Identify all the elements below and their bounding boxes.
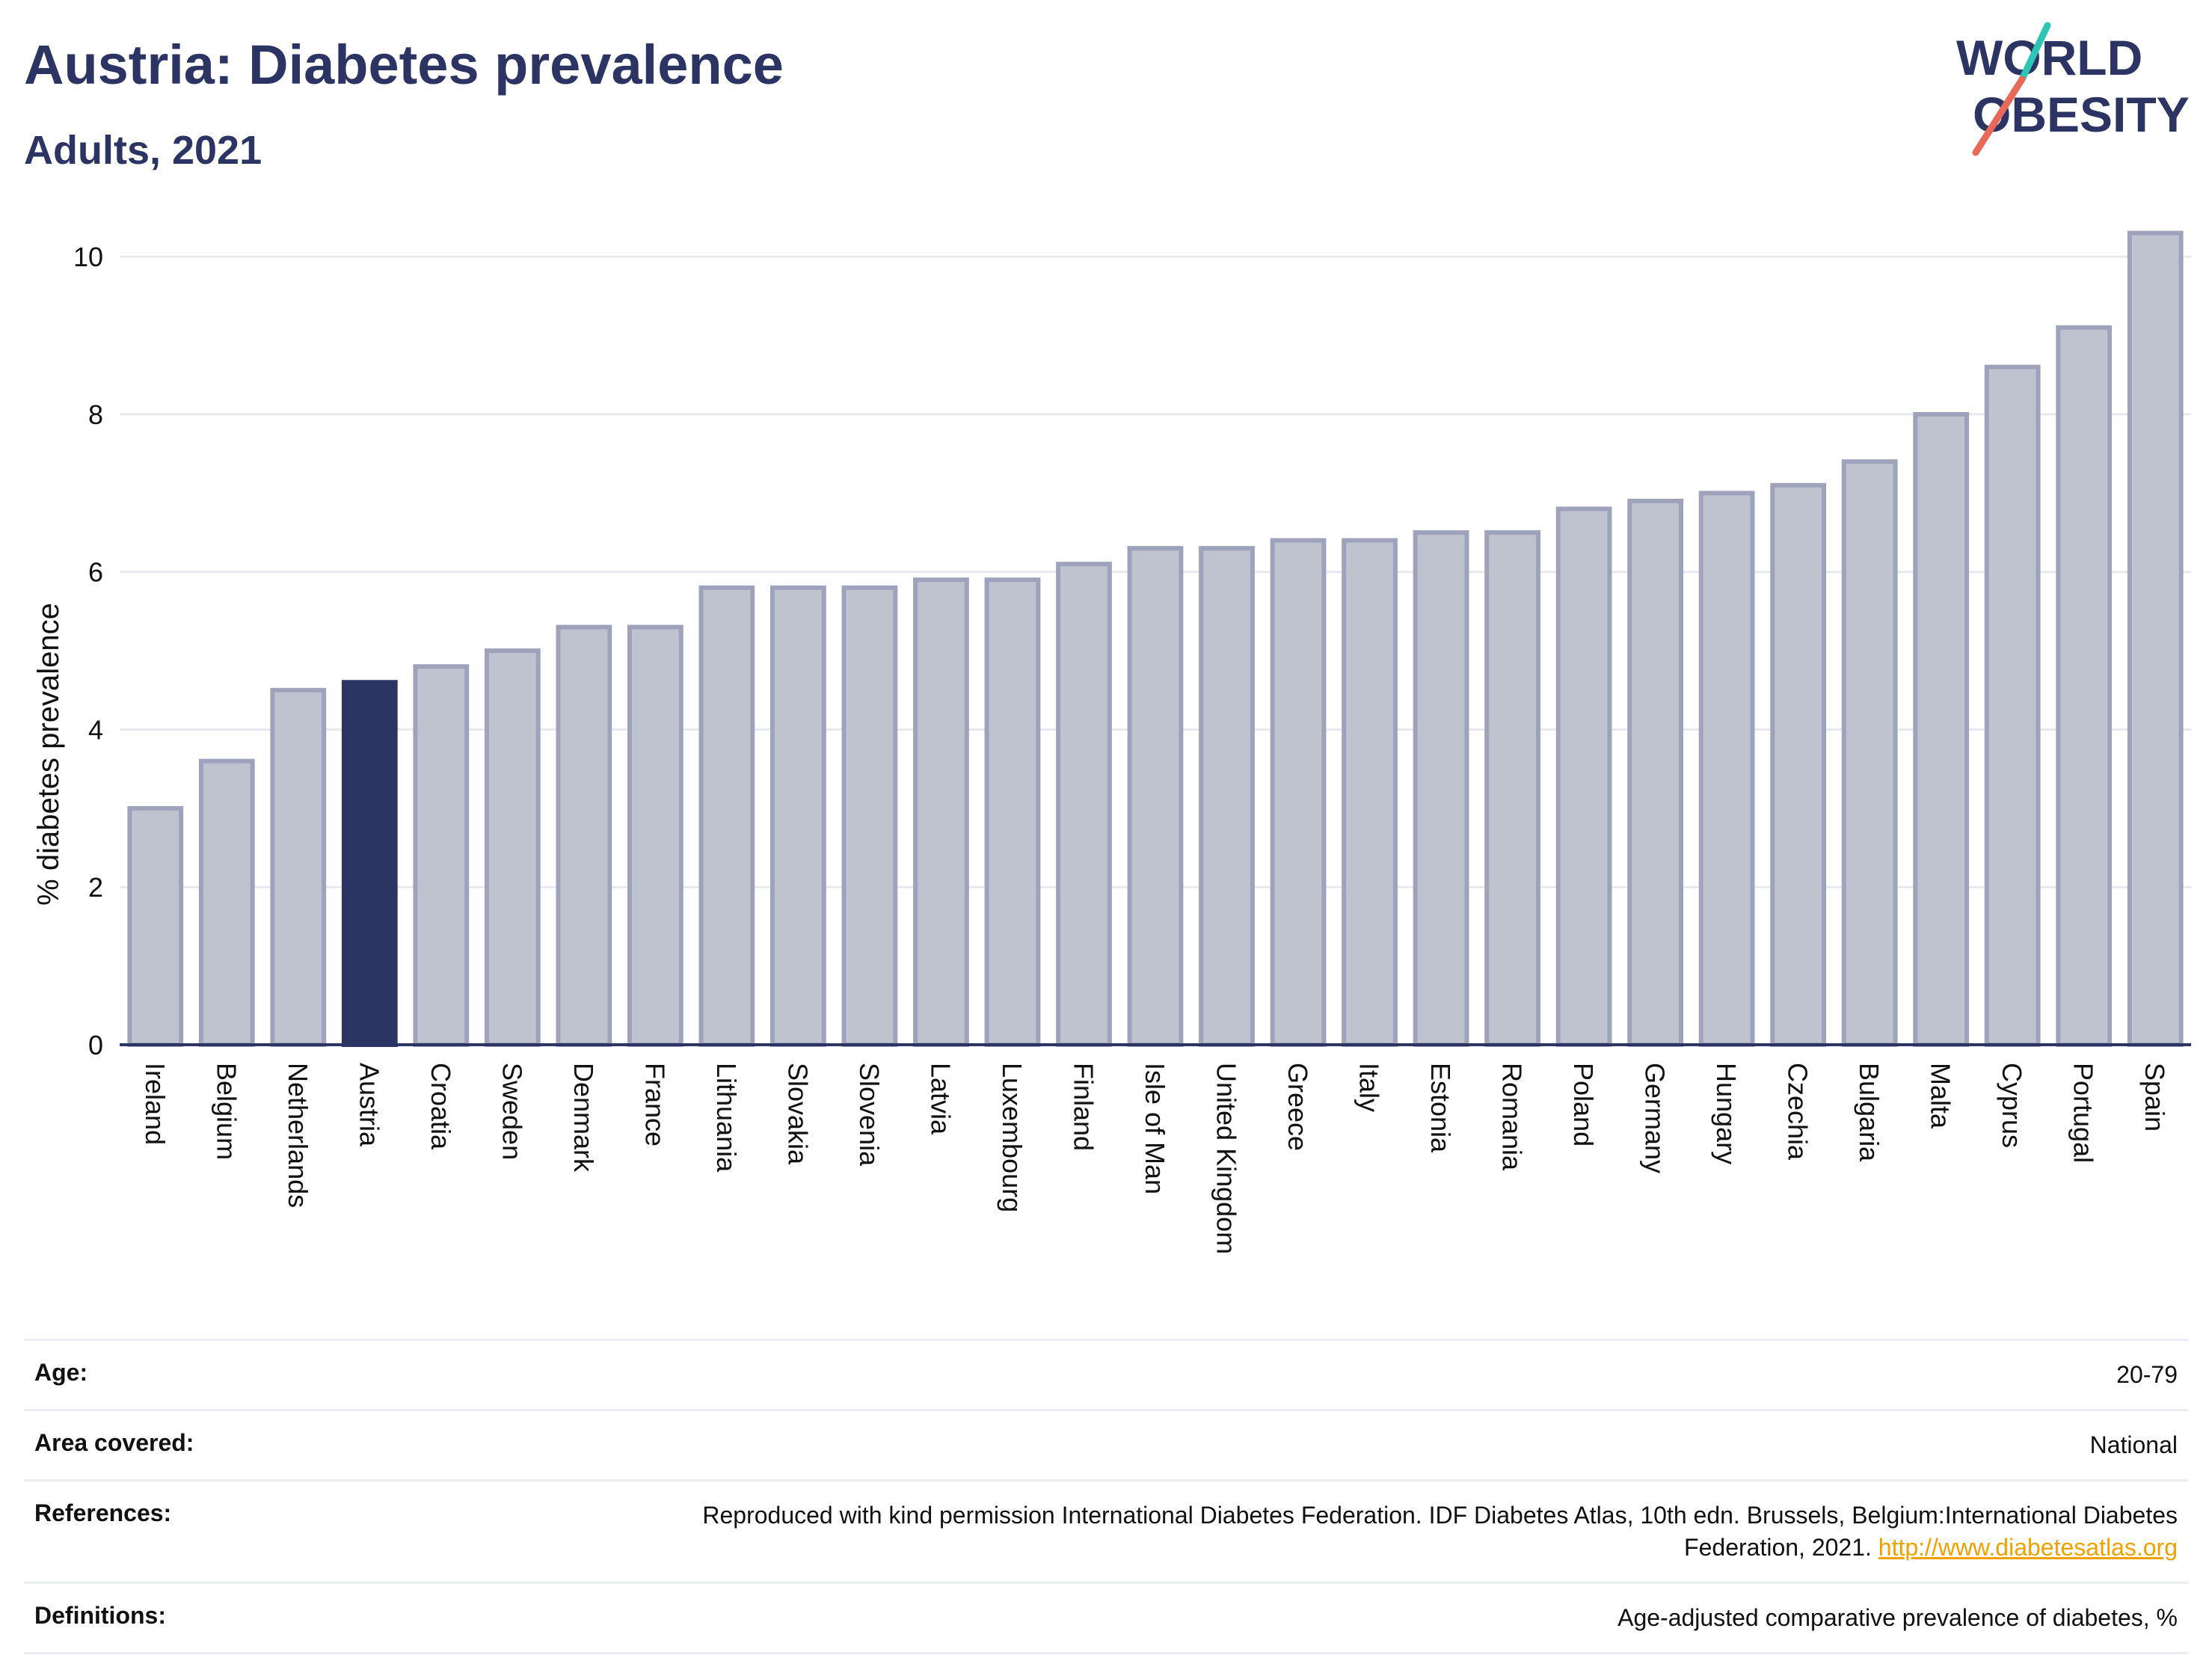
world-obesity-logo: WORLD OBESITY xyxy=(1956,22,2190,156)
chart-subtitle: Adults, 2021 xyxy=(24,128,262,173)
bar-czechia xyxy=(1770,482,1827,1047)
x-tick-label: United Kingdom xyxy=(1211,1063,1242,1254)
x-tick-label: Romania xyxy=(1497,1063,1528,1171)
x-tick-label: Belgium xyxy=(211,1063,242,1160)
y-tick-label: 8 xyxy=(88,399,103,430)
x-tick-label: Lithuania xyxy=(711,1063,742,1173)
x-tick-label: Slovakia xyxy=(782,1063,813,1165)
bar-spain xyxy=(2127,230,2184,1048)
x-tick-label: Spain xyxy=(2139,1063,2170,1132)
x-tick-label: Malta xyxy=(1926,1063,1956,1129)
x-tick-label: Italy xyxy=(1354,1063,1385,1112)
bar-slovenia xyxy=(841,585,898,1047)
x-tick-label: Ireland xyxy=(140,1063,170,1145)
x-tick-label: Slovenia xyxy=(854,1063,885,1167)
bar-netherlands xyxy=(270,687,327,1047)
x-tick-label: Portugal xyxy=(2068,1063,2099,1163)
y-tick-label: 6 xyxy=(88,557,103,588)
bar-slovakia xyxy=(770,585,826,1047)
references-link[interactable]: http://www.diabetesatlas.org xyxy=(1878,1534,2178,1561)
bar-portugal xyxy=(2056,325,2113,1047)
chart-title: Austria: Diabetes prevalence xyxy=(24,34,784,96)
metadata-table: Age: 20-79 Area covered: National Refere… xyxy=(24,1339,2188,1654)
x-tick-label: France xyxy=(639,1063,670,1146)
bar-romania xyxy=(1484,530,1540,1047)
bar-cyprus xyxy=(1984,364,2041,1048)
meta-value-age: 20-79 xyxy=(2116,1361,2178,1388)
x-tick-label: Croatia xyxy=(425,1063,456,1150)
bar-denmark xyxy=(556,624,612,1047)
bar-latvia xyxy=(913,577,969,1047)
bar-united-kingdom xyxy=(1199,546,1255,1048)
y-tick-label: 0 xyxy=(88,1030,103,1060)
bar-poland xyxy=(1555,506,1612,1047)
bar-croatia xyxy=(413,664,470,1047)
bar-luxembourg xyxy=(984,577,1041,1047)
x-tick-label: Germany xyxy=(1640,1063,1671,1173)
meta-label-references: References: xyxy=(34,1499,172,1526)
bar-italy xyxy=(1342,538,1398,1047)
meta-label-area: Area covered: xyxy=(34,1429,194,1456)
y-tick-label: 10 xyxy=(73,242,103,272)
x-tick-label: Cyprus xyxy=(1997,1063,2027,1148)
logo-text-world: WORLD xyxy=(1956,30,2142,85)
x-tick-label: Denmark xyxy=(568,1063,599,1173)
bar-lithuania xyxy=(698,585,755,1047)
x-tick-labels: Ireland Belgium Netherlands Austria Croatia S… xyxy=(140,1063,2170,1254)
y-axis-label: % diabetes prevalence xyxy=(32,603,65,906)
x-tick-label: Luxembourg xyxy=(997,1063,1027,1212)
bar-belgium xyxy=(198,758,255,1047)
meta-label-age: Age: xyxy=(34,1359,88,1386)
references-text: Reproduced with kind permission Internat… xyxy=(702,1502,2178,1561)
meta-value-area: National xyxy=(2089,1431,2178,1458)
bar-germany xyxy=(1627,498,1684,1047)
bar-estonia xyxy=(1413,530,1469,1047)
x-tick-label: Austria xyxy=(354,1063,384,1147)
x-tick-label: Czechia xyxy=(1783,1063,1813,1161)
bar-bulgaria xyxy=(1841,459,1898,1048)
bar-sweden xyxy=(484,648,541,1047)
bar-chart: 0 2 4 6 8 10 Ireland Belgium Netherlands Austria… xyxy=(32,230,2191,1254)
bar-ireland xyxy=(127,805,184,1047)
x-tick-label: Finland xyxy=(1068,1063,1099,1151)
x-tick-label: Greece xyxy=(1282,1063,1313,1151)
logo-slash-bottom xyxy=(1972,76,2026,156)
x-tick-label: Sweden xyxy=(497,1063,527,1160)
meta-row-area: Area covered: National xyxy=(24,1411,2188,1481)
logo-text-obesity: OBESITY xyxy=(1973,87,2190,142)
bar-hungary xyxy=(1698,491,1755,1047)
meta-row-references: References: Reproduced with kind permiss… xyxy=(24,1481,2188,1584)
x-tick-label: Netherlands xyxy=(283,1063,313,1208)
x-tick-label: Isle of Man xyxy=(1140,1063,1170,1194)
x-tick-label: Hungary xyxy=(1711,1063,1742,1164)
meta-row-definitions: Definitions: Age-adjusted comparative pr… xyxy=(24,1584,2188,1654)
bar-finland xyxy=(1056,562,1112,1047)
y-tick-label: 4 xyxy=(88,714,103,745)
bar-greece xyxy=(1270,538,1327,1047)
bars xyxy=(127,230,2184,1048)
meta-value-definitions: Age-adjusted comparative prevalence of d… xyxy=(1617,1604,2178,1631)
meta-row-age: Age: 20-79 xyxy=(24,1341,2188,1411)
x-tick-label: Estonia xyxy=(1425,1063,1456,1153)
bar-isle-of-man xyxy=(1127,546,1184,1048)
logo-slash-top xyxy=(2018,22,2051,83)
x-tick-label: Poland xyxy=(1568,1063,1599,1146)
x-tick-label: Bulgaria xyxy=(1854,1063,1884,1162)
x-tick-label: Latvia xyxy=(925,1063,956,1135)
bar-france xyxy=(627,624,683,1047)
y-tick-labels: 0 2 4 6 8 10 xyxy=(73,242,103,1060)
meta-value-references: Reproduced with kind permission Internat… xyxy=(645,1499,2178,1564)
bar-malta xyxy=(1913,411,1970,1047)
y-tick-label: 2 xyxy=(88,872,103,903)
meta-label-definitions: Definitions: xyxy=(34,1602,166,1629)
bar-austria xyxy=(341,680,398,1047)
